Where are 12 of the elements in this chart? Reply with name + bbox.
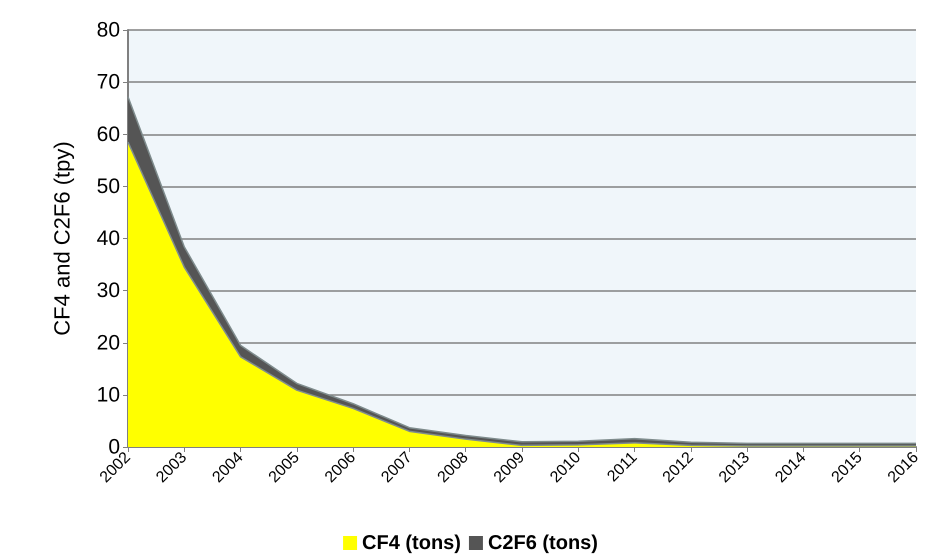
legend-label: C2F6 (tons) bbox=[488, 532, 598, 554]
y-tick-label: 80 bbox=[96, 18, 120, 42]
y-tick-label: 70 bbox=[96, 70, 120, 94]
y-tick-label: 10 bbox=[96, 383, 120, 406]
y-tick-label: 50 bbox=[96, 174, 120, 198]
y-tick-label: 0 bbox=[108, 436, 120, 458]
y-axis-title: CF4 and C2F6 (tpy) bbox=[50, 141, 74, 336]
legend-label: CF4 (tons) bbox=[362, 532, 461, 554]
y-tick-label: 40 bbox=[96, 227, 120, 250]
y-tick-label: 60 bbox=[96, 122, 120, 146]
y-tick-label: 30 bbox=[96, 279, 120, 302]
y-tick-label: 20 bbox=[96, 331, 120, 354]
